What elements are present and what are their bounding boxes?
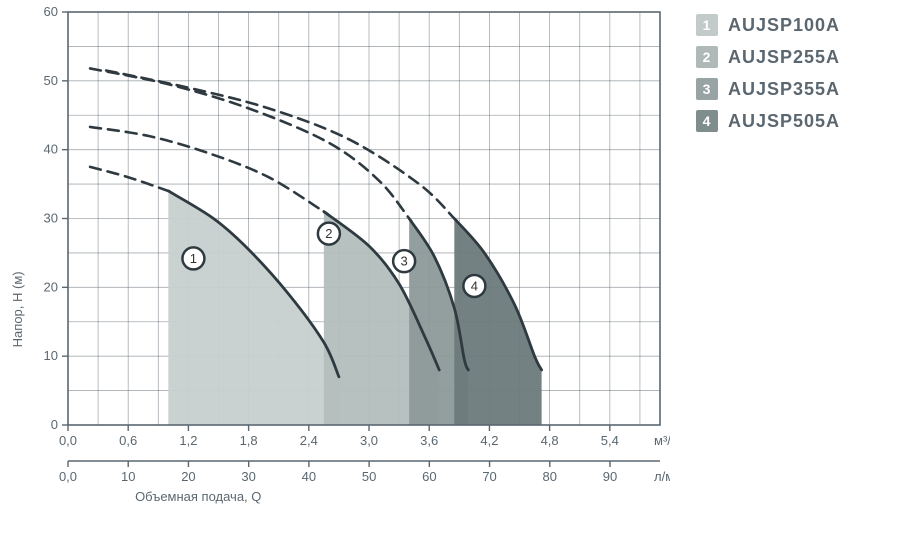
svg-text:80: 80 xyxy=(543,469,557,484)
svg-text:4,8: 4,8 xyxy=(541,433,559,448)
chart-area: 12340102030405060Напор, Н (м)0,00,61,21,… xyxy=(0,0,670,533)
svg-text:0,0: 0,0 xyxy=(59,469,77,484)
svg-text:Напор, Н (м): Напор, Н (м) xyxy=(10,271,25,347)
svg-text:0,0: 0,0 xyxy=(59,433,77,448)
legend-badge-num: 3 xyxy=(703,81,712,97)
performance-chart: 12340102030405060Напор, Н (м)0,00,61,21,… xyxy=(0,0,670,533)
svg-text:20: 20 xyxy=(44,279,58,294)
legend-label: AUJSP255A xyxy=(728,47,840,68)
svg-text:3,0: 3,0 xyxy=(360,433,378,448)
svg-text:90: 90 xyxy=(603,469,617,484)
curve-marker-4: 4 xyxy=(463,275,485,297)
legend-label: AUJSP505A xyxy=(728,111,840,132)
svg-text:5,4: 5,4 xyxy=(601,433,619,448)
legend-badge-num: 4 xyxy=(703,113,712,129)
svg-text:3: 3 xyxy=(401,254,408,269)
svg-text:30: 30 xyxy=(44,211,58,226)
legend-item-1: 1 AUJSP100A xyxy=(696,14,876,36)
svg-text:0,6: 0,6 xyxy=(119,433,137,448)
legend-label: AUJSP100A xyxy=(728,15,840,36)
legend-item-4: 4 AUJSP505A xyxy=(696,110,876,132)
svg-text:10: 10 xyxy=(121,469,135,484)
svg-text:10: 10 xyxy=(44,348,58,363)
svg-text:70: 70 xyxy=(482,469,496,484)
svg-text:20: 20 xyxy=(181,469,195,484)
svg-text:м³/ч: м³/ч xyxy=(654,433,670,448)
svg-text:50: 50 xyxy=(362,469,376,484)
legend-badge-2: 2 xyxy=(696,46,718,68)
legend-badge-num: 2 xyxy=(703,49,712,65)
svg-text:4: 4 xyxy=(471,278,478,293)
svg-text:3,6: 3,6 xyxy=(420,433,438,448)
svg-text:60: 60 xyxy=(44,4,58,19)
curve-marker-1: 1 xyxy=(182,247,204,269)
legend-item-3: 3 AUJSP355A xyxy=(696,78,876,100)
svg-text:2: 2 xyxy=(325,226,332,241)
legend-label: AUJSP355A xyxy=(728,79,840,100)
svg-text:30: 30 xyxy=(241,469,255,484)
curve-marker-3: 3 xyxy=(393,250,415,272)
legend-badge-1: 1 xyxy=(696,14,718,36)
svg-text:50: 50 xyxy=(44,73,58,88)
svg-text:1,2: 1,2 xyxy=(179,433,197,448)
legend-badge-3: 3 xyxy=(696,78,718,100)
svg-text:0: 0 xyxy=(51,417,58,432)
svg-text:Объемная подача, Q: Объемная подача, Q xyxy=(135,489,261,504)
svg-text:2,4: 2,4 xyxy=(300,433,318,448)
svg-text:1,8: 1,8 xyxy=(240,433,258,448)
legend-badge-4: 4 xyxy=(696,110,718,132)
svg-text:40: 40 xyxy=(302,469,316,484)
legend-badge-num: 1 xyxy=(703,17,712,33)
legend-item-2: 2 AUJSP255A xyxy=(696,46,876,68)
svg-text:40: 40 xyxy=(44,142,58,157)
svg-text:1: 1 xyxy=(190,251,197,266)
page-root: 12340102030405060Напор, Н (м)0,00,61,21,… xyxy=(0,0,900,533)
legend: 1 AUJSP100A 2 AUJSP255A 3 AUJSP355A 4 AUJSP505A xyxy=(696,14,876,142)
curve-marker-2: 2 xyxy=(318,223,340,245)
svg-text:л/мин: л/мин xyxy=(654,469,670,484)
svg-text:60: 60 xyxy=(422,469,436,484)
svg-text:4,2: 4,2 xyxy=(480,433,498,448)
